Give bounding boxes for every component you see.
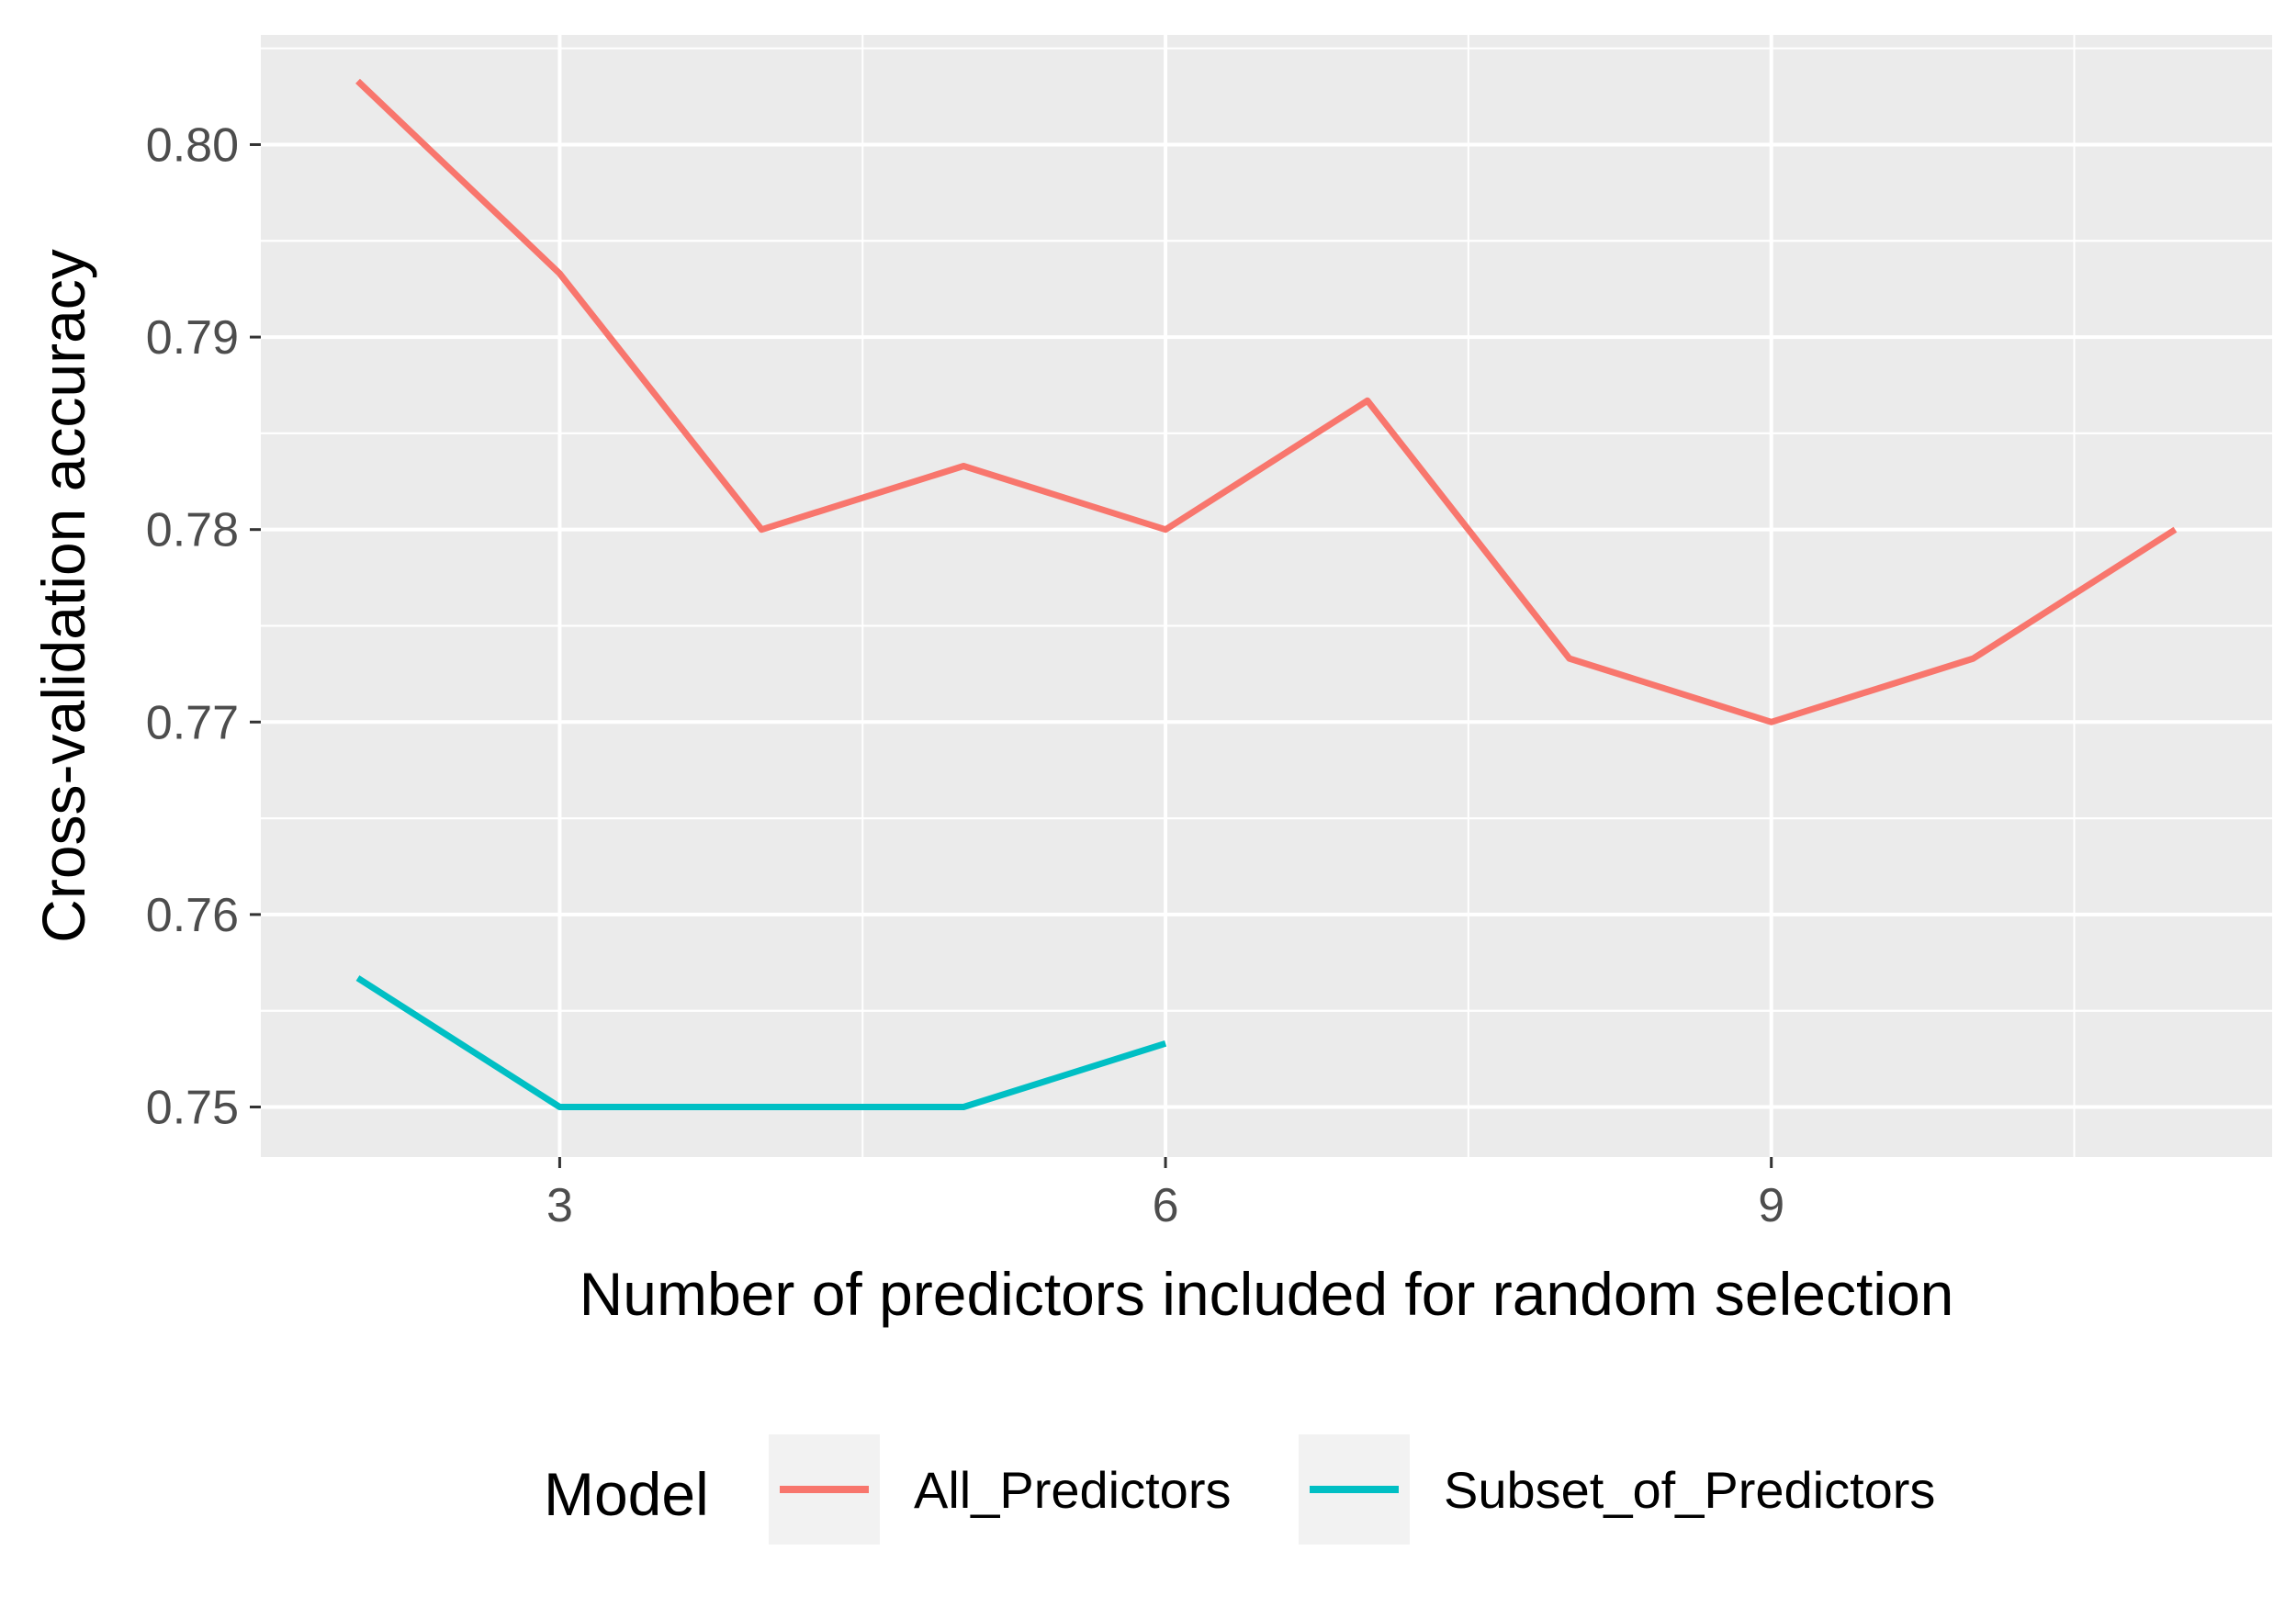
x-axis: 3 6 9 <box>546 1157 1784 1232</box>
legend: Model All_Predictors Subset_of_Predictor… <box>544 1434 1935 1545</box>
y-tick-label: 0.80 <box>146 118 239 172</box>
legend-item-all-predictors: All_Predictors <box>769 1434 1231 1545</box>
legend-label-all-predictors: All_Predictors <box>914 1461 1231 1519</box>
major-gridlines <box>261 35 2272 1157</box>
y-axis-title: Cross-validation accuracy <box>29 249 97 943</box>
y-axis: 0.75 0.76 0.77 0.78 0.79 0.80 <box>146 118 261 1135</box>
legend-title: Model <box>544 1460 709 1528</box>
legend-item-subset-of-predictors: Subset_of_Predictors <box>1299 1434 1935 1545</box>
y-tick-label: 0.78 <box>146 504 239 557</box>
x-axis-title: Number of predictors included for random… <box>580 1260 1954 1328</box>
x-tick-label: 3 <box>546 1179 573 1232</box>
x-tick-label: 9 <box>1758 1179 1784 1232</box>
y-tick-label: 0.79 <box>146 311 239 365</box>
legend-label-subset-of-predictors: Subset_of_Predictors <box>1444 1461 1935 1519</box>
plot-panel <box>261 35 2272 1157</box>
minor-gridlines <box>261 35 2272 1157</box>
y-tick-label: 0.77 <box>146 696 239 749</box>
series-layer <box>355 78 2178 1110</box>
series-line-all-predictors <box>355 78 2178 725</box>
y-tick-label: 0.75 <box>146 1082 239 1135</box>
y-tick-label: 0.76 <box>146 889 239 942</box>
x-tick-label: 6 <box>1153 1179 1179 1232</box>
series-line-subset-of-predictors <box>355 975 1167 1110</box>
